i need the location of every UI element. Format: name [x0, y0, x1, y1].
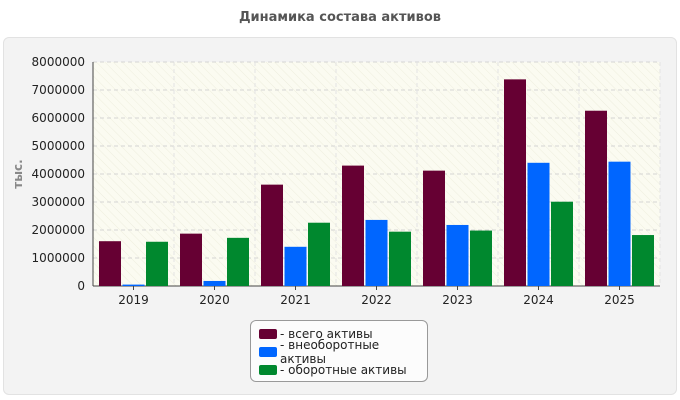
- y-tick-label: 3000000: [32, 195, 85, 209]
- y-tick-label: 0: [77, 279, 85, 293]
- chart-title: Динамика состава активов: [238, 10, 442, 25]
- bar-noncurrent-2020: [203, 280, 226, 286]
- y-tick-label: 5000000: [32, 139, 85, 153]
- legend-label-noncurrent: - внеоборотные активы: [280, 338, 380, 366]
- bar-current-2020: [227, 237, 249, 286]
- bar-noncurrent-2019: [122, 284, 145, 286]
- y-tick-label: 7000000: [32, 83, 85, 97]
- bar-total-2023: [423, 170, 445, 286]
- bar-noncurrent-2025: [608, 161, 631, 286]
- legend-swatch-total: [259, 329, 277, 339]
- bar-total-2022: [342, 165, 364, 286]
- y-tick-label: 8000000: [32, 55, 85, 69]
- legend-item-total: - всего активы: [259, 325, 427, 343]
- bar-total-2020: [180, 233, 202, 286]
- legend-swatch-noncurrent: [259, 347, 277, 357]
- y-tick-label: 2000000: [32, 223, 85, 237]
- bar-current-2022: [389, 231, 411, 286]
- bar-total-2024: [504, 79, 526, 286]
- bar-noncurrent-2021: [284, 246, 307, 286]
- bar-current-2024: [551, 201, 573, 286]
- y-tick-label: 6000000: [32, 111, 85, 125]
- bar-total-2021: [261, 184, 283, 286]
- legend-label-total: - всего активы: [280, 327, 373, 341]
- legend-swatch-current: [259, 365, 277, 375]
- chart-legend: - всего активы - внеоборотные активы - о…: [250, 320, 428, 382]
- bar-current-2019: [146, 241, 168, 286]
- x-tick-label: 2023: [442, 293, 473, 307]
- legend-label-current: - оборотные активы: [280, 363, 407, 377]
- bar-current-2021: [308, 222, 330, 286]
- legend-item-noncurrent: - внеоборотные активы: [259, 338, 427, 366]
- y-tick-label: 4000000: [32, 167, 85, 181]
- x-tick-label: 2022: [361, 293, 392, 307]
- bar-total-2019: [99, 241, 121, 286]
- y-tick-label: 1000000: [32, 251, 85, 265]
- x-tick-label: 2019: [118, 293, 149, 307]
- legend-item-current: - оборотные активы: [259, 361, 427, 379]
- y-axis-label: тыс.: [11, 159, 25, 188]
- bar-noncurrent-2024: [527, 162, 550, 286]
- bar-current-2025: [632, 235, 654, 286]
- x-tick-label: 2020: [199, 293, 230, 307]
- bar-total-2025: [585, 110, 607, 286]
- x-tick-label: 2025: [604, 293, 635, 307]
- x-tick-label: 2024: [523, 293, 554, 307]
- bar-current-2023: [470, 230, 492, 286]
- bar-noncurrent-2023: [446, 224, 469, 286]
- bar-noncurrent-2022: [365, 219, 388, 286]
- x-tick-label: 2021: [280, 293, 311, 307]
